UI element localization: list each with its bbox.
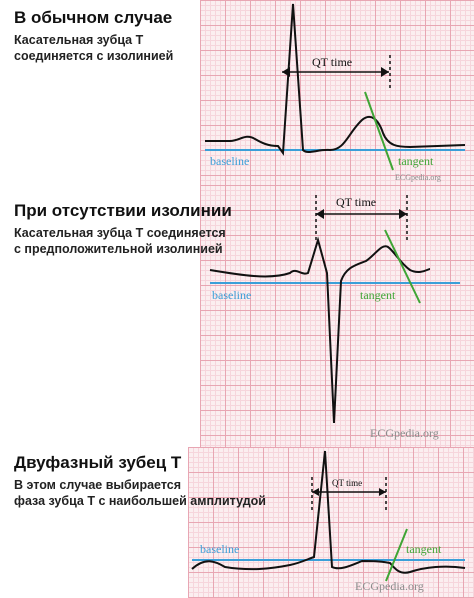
panel-title: Двуфазный зубец Т	[14, 453, 182, 472]
panel-biphasic: Двуфазный зубец Т В этом случае выбирает…	[0, 447, 474, 598]
tangent-line	[385, 528, 408, 582]
ecg-grid	[200, 185, 474, 447]
tangent-label: tangent	[398, 154, 434, 168]
qt-arrow-head-left	[312, 488, 319, 496]
qt-arrow-head-right	[399, 209, 407, 219]
panel-no-isoline: При отсутствии изолинии Касательная зубц…	[0, 185, 474, 447]
panel-title: При отсутствии изолинии	[14, 201, 232, 220]
description-line: соединяется с изолинией	[14, 49, 174, 63]
description-line: Касательная зубца Т	[14, 33, 144, 47]
panel-description: Касательная зубца Т соединяется с изолин…	[14, 32, 173, 64]
ecg-diagram: QT time baseline tangent ECGpedia.org	[209, 195, 460, 440]
ecg-grid	[188, 447, 474, 598]
qt-arrow-head-left	[316, 209, 324, 219]
ecg-grid	[200, 0, 474, 185]
tangent-label: tangent	[360, 288, 396, 302]
qt-label: QT time	[336, 195, 376, 209]
qt-label: QT time	[312, 55, 352, 69]
description-line: с предположительной изолинией	[14, 242, 223, 256]
description-line: фаза зубца Т с наибольшей амплитудой	[14, 494, 266, 508]
panel-normal: В обычном случае Касательная зубца Т сое…	[0, 0, 474, 185]
baseline-label: baseline	[212, 288, 251, 302]
ecg-diagram: QT time baseline tangent ECGpedia.org	[191, 450, 466, 593]
tangent-label: tangent	[406, 542, 442, 556]
qt-arrow-head-right	[381, 67, 389, 77]
tangent-line	[364, 91, 394, 171]
description-line: Касательная зубца Т соединяется	[14, 226, 226, 240]
description-line: В этом случае выбирается	[14, 478, 182, 492]
ecg-trace	[209, 236, 431, 424]
panel-description: Касательная зубца Т соединяется с предпо…	[14, 225, 226, 257]
baseline-label: baseline	[200, 542, 239, 556]
watermark: ECGpedia.org	[355, 579, 424, 593]
panel-title: В обычном случае	[14, 8, 173, 27]
baseline-label: baseline	[210, 154, 249, 168]
tangent-line	[384, 229, 421, 304]
ecg-diagram: QT time baseline tangent ECGpedia.org	[205, 3, 466, 182]
ecg-trace	[191, 450, 466, 574]
watermark: ECGpedia.org	[395, 173, 441, 182]
watermark: ECGpedia.org	[370, 426, 439, 440]
panel-description: В этом случае выбирается фаза зубца Т с …	[14, 477, 266, 509]
qt-arrow-head-right	[379, 488, 386, 496]
qt-arrow-head-left	[282, 67, 290, 77]
qt-label: QT time	[332, 478, 362, 488]
ecg-trace	[205, 3, 466, 156]
